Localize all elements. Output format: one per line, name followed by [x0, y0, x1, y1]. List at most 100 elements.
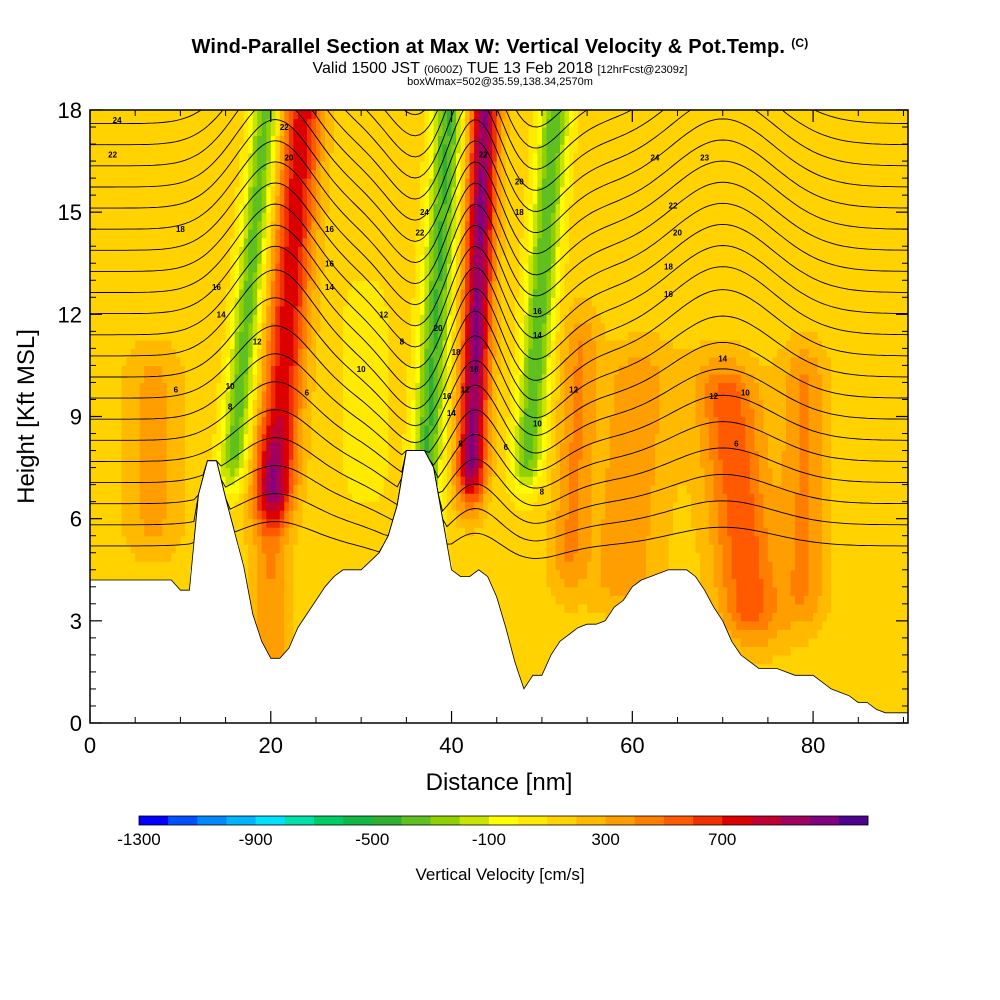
velocity-cell	[474, 254, 480, 264]
velocity-cell	[279, 391, 285, 401]
velocity-cell	[243, 459, 249, 469]
velocity-cell	[266, 356, 272, 366]
velocity-cell	[103, 518, 109, 528]
velocity-cell	[496, 561, 502, 571]
velocity-cell	[203, 118, 209, 128]
velocity-cell	[456, 484, 462, 494]
velocity-cell	[320, 569, 326, 579]
velocity-cell	[108, 186, 114, 196]
velocity-cell	[433, 203, 439, 213]
velocity-cell	[275, 408, 281, 418]
velocity-cell	[478, 356, 484, 366]
velocity-cell	[297, 331, 303, 341]
velocity-cell	[383, 408, 389, 418]
utc-time: (0600Z)	[424, 64, 463, 76]
velocity-cell	[325, 314, 331, 324]
velocity-cell	[270, 348, 276, 358]
velocity-cell	[180, 399, 186, 409]
velocity-cell	[392, 212, 398, 222]
velocity-cell	[108, 339, 114, 349]
velocity-cell	[288, 246, 294, 256]
velocity-cell	[193, 314, 199, 324]
velocity-cell	[343, 229, 349, 239]
velocity-cell	[112, 356, 118, 366]
velocity-cell	[302, 595, 308, 605]
velocity-cell	[388, 127, 394, 137]
velocity-cell	[189, 493, 195, 503]
velocity-cell	[406, 314, 412, 324]
velocity-cell	[139, 382, 145, 392]
velocity-cell	[370, 356, 376, 366]
velocity-cell	[338, 237, 344, 247]
velocity-cell	[397, 365, 403, 375]
velocity-cell	[406, 178, 412, 188]
velocity-cell	[401, 450, 407, 460]
velocity-cell	[189, 331, 195, 341]
velocity-cell	[117, 501, 123, 511]
velocity-cell	[284, 510, 290, 520]
velocity-cell	[103, 135, 109, 145]
velocity-cell	[347, 135, 353, 145]
velocity-cell	[252, 271, 258, 281]
velocity-cell	[347, 203, 353, 213]
velocity-cell	[90, 195, 96, 205]
velocity-cell	[469, 152, 475, 162]
velocity-cell	[257, 544, 263, 554]
velocity-cell	[316, 484, 322, 494]
velocity-cell	[99, 271, 105, 281]
velocity-cell	[234, 144, 240, 154]
velocity-cell	[117, 118, 123, 128]
velocity-cell	[180, 578, 186, 588]
velocity-cell	[275, 186, 281, 196]
velocity-cell	[239, 186, 245, 196]
velocity-cell	[451, 331, 457, 341]
velocity-cell	[496, 535, 502, 545]
velocity-cell	[424, 135, 430, 145]
velocity-cell	[474, 237, 480, 247]
velocity-cell	[501, 314, 507, 324]
velocity-cell	[456, 510, 462, 520]
velocity-cell	[424, 254, 430, 264]
velocity-cell	[465, 169, 471, 179]
velocity-cell	[171, 433, 177, 443]
velocity-cell	[379, 322, 385, 332]
velocity-cell	[189, 144, 195, 154]
velocity-cell	[279, 237, 285, 247]
velocity-cell	[429, 178, 435, 188]
velocity-cell	[99, 484, 105, 494]
velocity-cell	[108, 408, 114, 418]
velocity-cell	[90, 254, 96, 264]
velocity-cell	[343, 535, 349, 545]
velocity-cell	[279, 459, 285, 469]
velocity-cell	[121, 518, 127, 528]
velocity-cell	[239, 220, 245, 230]
velocity-cell	[329, 229, 335, 239]
velocity-cell	[478, 237, 484, 247]
velocity-cell	[297, 110, 303, 120]
velocity-cell	[465, 510, 471, 520]
velocity-cell	[148, 152, 154, 162]
velocity-cell	[438, 322, 444, 332]
velocity-cell	[130, 305, 136, 315]
velocity-cell	[438, 442, 444, 452]
velocity-cell	[90, 561, 96, 571]
velocity-cell	[383, 356, 389, 366]
velocity-cell	[144, 391, 150, 401]
velocity-cell	[99, 254, 105, 264]
velocity-cell	[207, 212, 213, 222]
velocity-cell	[316, 569, 322, 579]
velocity-cell	[329, 365, 335, 375]
velocity-cell	[261, 271, 267, 281]
velocity-cell	[189, 246, 195, 256]
velocity-cell	[135, 297, 141, 307]
velocity-cell	[162, 493, 168, 503]
velocity-cell	[189, 416, 195, 426]
velocity-cell	[429, 152, 435, 162]
velocity-cell	[352, 391, 358, 401]
velocity-cell	[451, 118, 457, 128]
velocity-cell	[356, 237, 362, 247]
velocity-cell	[379, 152, 385, 162]
velocity-cell	[379, 280, 385, 290]
velocity-cell	[483, 339, 489, 349]
velocity-cell	[248, 305, 254, 315]
